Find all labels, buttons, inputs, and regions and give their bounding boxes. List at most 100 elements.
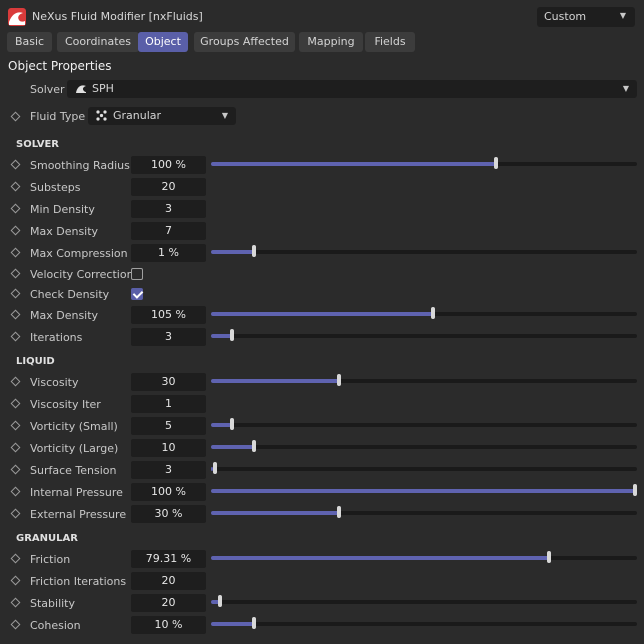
fluid-type-dropdown[interactable]: Granular ▼ (88, 107, 236, 125)
cohesion-slider[interactable] (211, 617, 637, 629)
surface-tension-field[interactable]: 3 (131, 461, 206, 479)
group-heading-granular: GRANULAR (16, 533, 78, 544)
viscosity-field[interactable]: 30 (131, 373, 206, 391)
preset-dropdown[interactable]: Custom ▼ (537, 7, 635, 27)
tab-coordinates[interactable]: Coordinates (57, 32, 139, 52)
min-density-field[interactable]: 3 (131, 200, 206, 218)
diamond-keyframe-icon[interactable] (10, 288, 21, 299)
external-pressure-slider[interactable] (211, 506, 637, 518)
diamond-keyframe-icon[interactable] (10, 376, 21, 387)
slider-handle[interactable] (494, 157, 499, 169)
slider-handle[interactable] (217, 595, 222, 607)
diamond-keyframe-icon[interactable] (10, 398, 21, 409)
slider-handle[interactable] (230, 418, 235, 430)
surface-tension-label: Surface Tension (30, 464, 117, 477)
slider-handle[interactable] (633, 484, 637, 496)
slider-fill (211, 467, 214, 471)
slider-fill (211, 312, 433, 316)
preset-value: Custom (544, 10, 587, 23)
tab-mapping[interactable]: Mapping (299, 32, 363, 52)
max-density-pct-slider[interactable] (211, 307, 637, 319)
wave-logo-icon (8, 8, 26, 26)
slider-fill (211, 334, 233, 338)
stability-label: Stability (30, 597, 76, 610)
slider-handle[interactable] (213, 462, 218, 474)
diamond-keyframe-icon[interactable] (10, 309, 21, 320)
solver-label: Solver (30, 83, 65, 96)
slider-fill (211, 423, 233, 427)
max-compression-field[interactable]: 1 % (131, 244, 206, 262)
group-heading-solver: SOLVER (16, 139, 59, 150)
diamond-keyframe-icon[interactable] (10, 508, 21, 519)
max-density-pct-field[interactable]: 105 % (131, 306, 206, 324)
internal-pressure-slider[interactable] (211, 484, 637, 496)
tab-fields[interactable]: Fields (365, 32, 415, 52)
vorticity-small-label: Vorticity (Small) (30, 420, 118, 433)
cohesion-field[interactable]: 10 % (131, 616, 206, 634)
slider-handle[interactable] (251, 440, 256, 452)
diamond-keyframe-icon[interactable] (10, 111, 21, 122)
sph-wave-icon (75, 83, 87, 97)
surface-tension-slider[interactable] (211, 462, 637, 474)
slider-fill (211, 445, 254, 449)
tab-basic[interactable]: Basic (7, 32, 52, 52)
max-compression-slider[interactable] (211, 245, 637, 257)
diamond-keyframe-icon[interactable] (10, 597, 21, 608)
iterations-slider[interactable] (211, 329, 637, 341)
granular-dots-icon (96, 110, 107, 124)
diamond-keyframe-icon[interactable] (10, 575, 21, 586)
friction-iterations-field[interactable]: 20 (131, 572, 206, 590)
max-density-field[interactable]: 7 (131, 222, 206, 240)
slider-handle[interactable] (251, 245, 256, 257)
slider-handle[interactable] (230, 329, 235, 341)
iterations-field[interactable]: 3 (131, 328, 206, 346)
viscosity-iter-field[interactable]: 1 (131, 395, 206, 413)
slider-fill (211, 511, 339, 515)
vorticity-small-field[interactable]: 5 (131, 417, 206, 435)
diamond-keyframe-icon[interactable] (10, 181, 21, 192)
check-density-label: Check Density (30, 288, 110, 301)
diamond-keyframe-icon[interactable] (10, 442, 21, 453)
external-pressure-field[interactable]: 30 % (131, 505, 206, 523)
section-title: Object Properties (8, 59, 112, 73)
tab-object[interactable]: Object (138, 32, 188, 52)
slider-handle[interactable] (430, 307, 435, 319)
smoothing-radius-slider[interactable] (211, 157, 637, 169)
vorticity-large-slider[interactable] (211, 440, 637, 452)
slider-handle[interactable] (251, 617, 256, 629)
diamond-keyframe-icon[interactable] (10, 203, 21, 214)
diamond-keyframe-icon[interactable] (10, 268, 21, 279)
diamond-keyframe-icon[interactable] (10, 486, 21, 497)
diamond-keyframe-icon[interactable] (10, 225, 21, 236)
slider-fill (211, 250, 254, 254)
solver-dropdown[interactable]: SPH ▼ (67, 80, 637, 98)
friction-slider[interactable] (211, 551, 637, 563)
vorticity-large-label: Vorticity (Large) (30, 442, 119, 455)
friction-field[interactable]: 79.31 % (131, 550, 206, 568)
max-density-pct-label: Max Density (30, 309, 99, 322)
vorticity-small-slider[interactable] (211, 418, 637, 430)
smoothing-radius-label: Smoothing Radius (30, 159, 130, 172)
tab-groups-affected[interactable]: Groups Affected (194, 32, 295, 52)
diamond-keyframe-icon[interactable] (10, 464, 21, 475)
stability-slider[interactable] (211, 595, 637, 607)
internal-pressure-field[interactable]: 100 % (131, 483, 206, 501)
diamond-keyframe-icon[interactable] (10, 420, 21, 431)
vorticity-large-field[interactable]: 10 (131, 439, 206, 457)
substeps-field[interactable]: 20 (131, 178, 206, 196)
velocity-correction-checkbox[interactable] (131, 268, 143, 280)
diamond-keyframe-icon[interactable] (10, 159, 21, 170)
diamond-keyframe-icon[interactable] (10, 619, 21, 630)
slider-handle[interactable] (546, 551, 551, 563)
slider-handle[interactable] (336, 374, 341, 386)
min-density-label: Min Density (30, 203, 95, 216)
fluid-type-value: Granular (113, 109, 162, 122)
stability-field[interactable]: 20 (131, 594, 206, 612)
smoothing-radius-field[interactable]: 100 % (131, 156, 206, 174)
slider-handle[interactable] (336, 506, 341, 518)
diamond-keyframe-icon[interactable] (10, 331, 21, 342)
diamond-keyframe-icon[interactable] (10, 247, 21, 258)
viscosity-slider[interactable] (211, 374, 637, 386)
check-density-checkbox[interactable] (131, 288, 143, 300)
diamond-keyframe-icon[interactable] (10, 553, 21, 564)
